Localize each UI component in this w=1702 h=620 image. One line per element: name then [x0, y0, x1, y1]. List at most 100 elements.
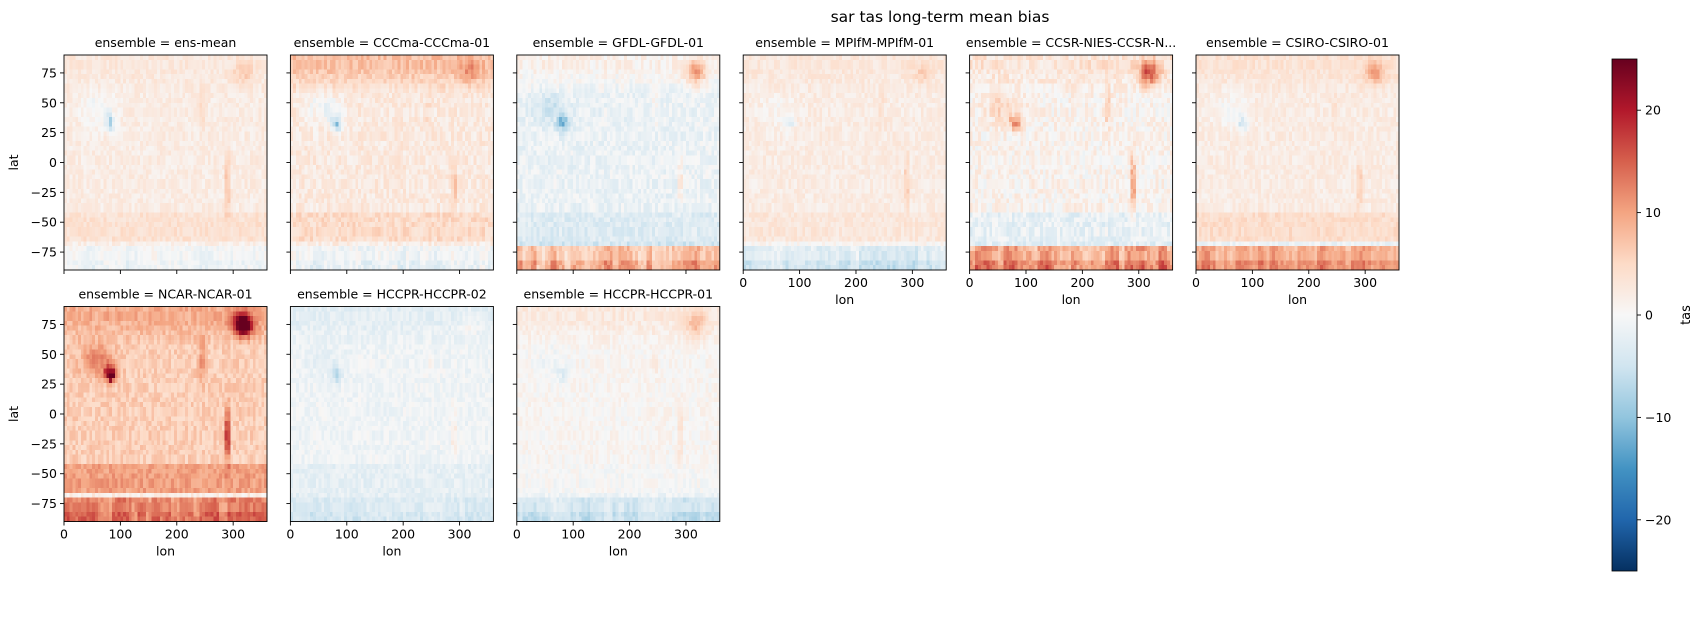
heatmap-cell	[408, 107, 412, 113]
heatmap-cell	[341, 145, 345, 151]
heatmap-cell	[109, 246, 113, 252]
heatmap-cell	[304, 126, 308, 132]
heatmap-cell	[310, 98, 314, 104]
heatmap-cell	[171, 169, 175, 175]
heatmap-cell	[315, 59, 319, 65]
heatmap-cell	[171, 136, 175, 142]
heatmap-cell	[487, 59, 491, 65]
heatmap-cell	[80, 117, 85, 123]
heatmap-cell	[106, 155, 110, 161]
heatmap-cell	[204, 107, 209, 113]
heatmap-cell	[134, 145, 138, 151]
heatmap-cell	[221, 217, 226, 223]
heatmap-cell	[199, 69, 203, 75]
heatmap-cell	[304, 64, 308, 70]
heatmap-cell	[75, 107, 79, 113]
heatmap-cell	[168, 207, 172, 213]
heatmap-cell	[221, 222, 226, 228]
heatmap-cell	[363, 78, 367, 84]
heatmap-cell	[202, 145, 206, 151]
heatmap-cell	[89, 59, 93, 65]
heatmap-cell	[126, 198, 130, 204]
heatmap-cell	[338, 117, 342, 123]
heatmap-cell	[78, 74, 82, 80]
heatmap-cell	[369, 141, 373, 147]
heatmap-cell	[372, 98, 376, 104]
heatmap-cell	[238, 59, 242, 65]
heatmap-cell	[258, 141, 262, 147]
heatmap-cell	[250, 212, 254, 218]
heatmap-cell	[241, 145, 245, 151]
heatmap-cell	[95, 203, 99, 209]
heatmap-cell	[247, 107, 251, 113]
heatmap-cell	[193, 255, 197, 261]
heatmap-cell	[233, 160, 237, 166]
heatmap-cell	[293, 145, 297, 151]
heatmap-cell	[307, 83, 311, 89]
heatmap-cell	[89, 55, 93, 61]
heatmap-cell	[261, 250, 265, 256]
heatmap-cell	[202, 217, 206, 223]
heatmap-cell	[318, 136, 322, 142]
heatmap-cell	[264, 131, 268, 137]
heatmap-cell	[238, 83, 242, 89]
heatmap-cell	[134, 93, 138, 99]
heatmap-cell	[80, 88, 85, 94]
heatmap-cell	[343, 64, 348, 70]
heatmap-cell	[389, 59, 393, 65]
heatmap-cell	[431, 55, 435, 61]
heatmap-cell	[148, 241, 152, 247]
heatmap-cell	[352, 88, 356, 94]
heatmap-cell	[250, 136, 254, 142]
heatmap-cell	[179, 107, 183, 113]
heatmap-cell	[261, 217, 265, 223]
heatmap-cell	[117, 102, 121, 108]
heatmap-cell	[369, 88, 373, 94]
heatmap-cell	[202, 169, 206, 175]
heatmap-cell	[134, 241, 138, 247]
heatmap-cell	[202, 131, 206, 137]
heatmap-cell	[417, 88, 421, 94]
heatmap-cell	[484, 102, 489, 108]
heatmap-cell	[235, 255, 240, 261]
heatmap-cell	[335, 121, 339, 127]
heatmap-cell	[123, 145, 127, 151]
heatmap-cell	[126, 64, 130, 70]
heatmap-cell	[213, 141, 217, 147]
heatmap-cell	[476, 93, 480, 99]
heatmap-cell	[66, 231, 70, 237]
heatmap-cell	[159, 217, 163, 223]
heatmap-cell	[159, 121, 163, 127]
heatmap-cell	[106, 102, 110, 108]
heatmap-cell	[352, 131, 356, 137]
heatmap-cell	[131, 131, 135, 137]
heatmap-cell	[338, 107, 342, 113]
heatmap-cell	[335, 150, 339, 156]
heatmap-cell	[321, 117, 325, 123]
heatmap-cell	[210, 150, 214, 156]
heatmap-cell	[123, 255, 127, 261]
heatmap-cell	[391, 102, 396, 108]
heatmap-cell	[140, 93, 144, 99]
heatmap-cell	[400, 107, 404, 113]
heatmap-cell	[346, 160, 350, 166]
heatmap-cell	[193, 141, 197, 147]
heatmap-cell	[131, 231, 135, 237]
heatmap-cell	[111, 184, 116, 190]
heatmap-cell	[468, 112, 472, 118]
heatmap-cell	[179, 117, 183, 123]
heatmap-cell	[109, 88, 113, 94]
heatmap-cell	[199, 131, 203, 137]
heatmap-cell	[255, 78, 259, 84]
heatmap-cell	[434, 107, 438, 113]
heatmap-cell	[204, 184, 209, 190]
heatmap-cell	[406, 83, 410, 89]
heatmap-cell	[83, 88, 87, 94]
heatmap-cell	[109, 160, 113, 166]
heatmap-cell	[479, 93, 483, 99]
heatmap-cell	[442, 59, 446, 65]
heatmap-cell	[324, 74, 328, 80]
heatmap-cell	[293, 102, 297, 108]
heatmap-cell	[428, 59, 432, 65]
heatmap-cell	[126, 217, 130, 223]
